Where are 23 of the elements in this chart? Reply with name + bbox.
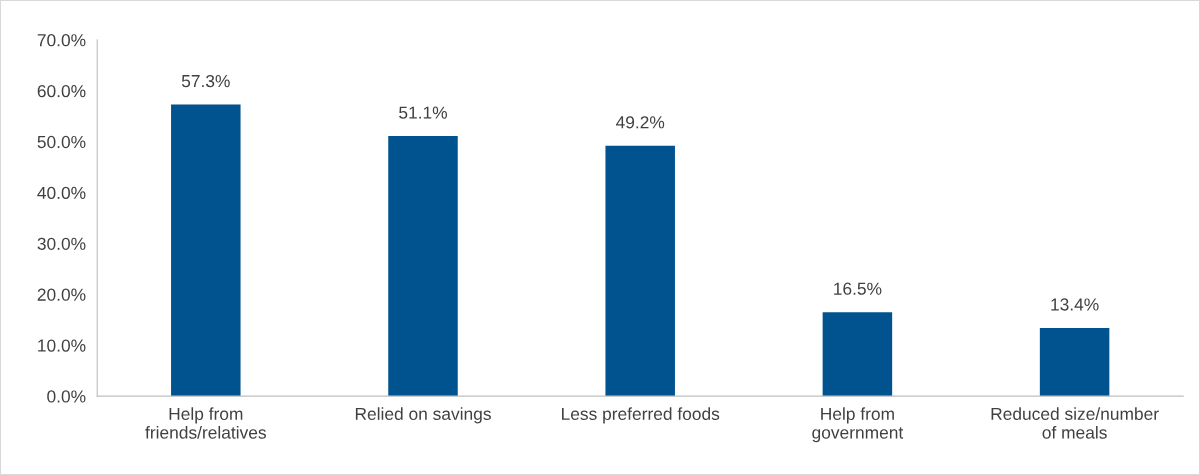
y-tick-label: 70.0% (37, 34, 86, 47)
y-tick-label: 0.0% (47, 390, 86, 403)
data-label: 13.4% (1051, 298, 1099, 311)
bar (822, 312, 893, 397)
x-tick-label: Less preferred foods (562, 407, 720, 424)
bar (171, 104, 241, 397)
y-tick-label: 30.0% (37, 237, 86, 250)
y-tick-label: 20.0% (37, 288, 86, 301)
data-label: 49.2% (615, 116, 665, 129)
y-tick-label: 40.0% (37, 186, 86, 200)
bar (605, 145, 675, 397)
x-tick-label: Help from friends/relatives (145, 407, 266, 439)
data-label: 57.3% (181, 74, 230, 88)
y-tick-label: 60.0% (37, 84, 86, 98)
y-tick-label: 10.0% (38, 339, 86, 352)
data-label: 51.1% (399, 106, 447, 119)
x-tick-label: Help from government (812, 407, 904, 443)
bar (1039, 327, 1110, 397)
x-tick-label: Relied on savings (355, 407, 491, 424)
bar (388, 136, 458, 397)
x-tick-label: Reduced size/number of meals (991, 407, 1159, 439)
data-label: 16.5% (834, 282, 882, 295)
y-tick-label: 50.0% (37, 135, 86, 149)
